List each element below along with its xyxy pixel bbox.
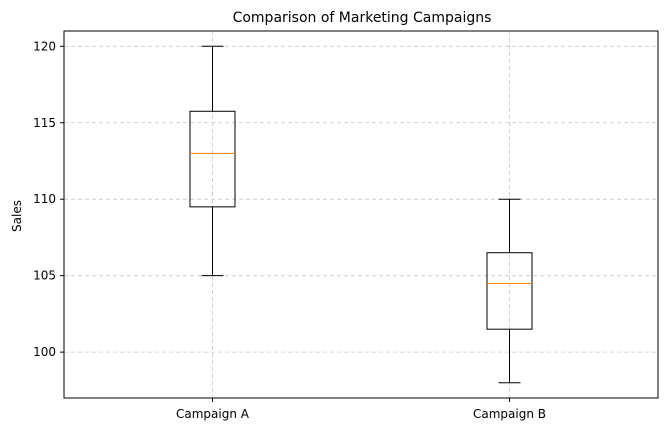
y-tick-label: 120 <box>33 39 56 53</box>
box-1 <box>189 45 236 277</box>
box-2 <box>486 198 533 384</box>
boxes-group <box>189 45 533 384</box>
y-tick-label: 110 <box>33 192 56 206</box>
x-tick-label: Campaign B <box>473 407 546 421</box>
grid-lines <box>64 31 658 398</box>
plot-frame <box>63 30 659 399</box>
axis-ticks: 100 105 110 115 120 Campaign A Campaign B <box>33 39 546 421</box>
x-tick-label: Campaign A <box>176 407 250 421</box>
y-tick-label: 100 <box>33 345 56 359</box>
y-tick-label: 105 <box>33 269 56 283</box>
iqr-box <box>189 110 236 208</box>
y-axis-label: Sales <box>10 200 24 232</box>
chart-title: Comparison of Marketing Campaigns <box>233 10 492 26</box>
y-tick-label: 115 <box>33 116 56 130</box>
iqr-box <box>486 252 533 330</box>
